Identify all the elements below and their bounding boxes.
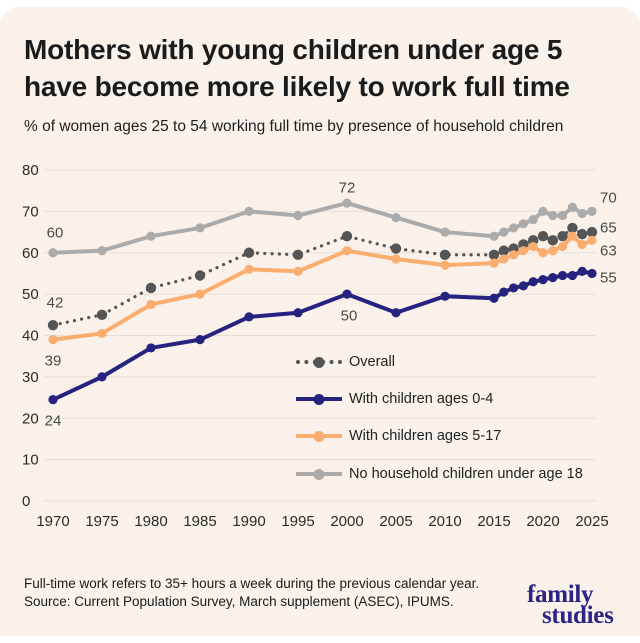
svg-text:20: 20 <box>22 410 39 427</box>
svg-text:70: 70 <box>600 190 617 207</box>
svg-text:2025: 2025 <box>575 513 608 530</box>
legend-label: With children ages 0-4 <box>349 391 494 407</box>
footnote-definition: Full-time work refers to 35+ hours a wee… <box>24 576 480 591</box>
legend-line-icon <box>296 468 342 480</box>
svg-text:70: 70 <box>22 203 39 220</box>
svg-text:2005: 2005 <box>379 513 412 530</box>
svg-text:1985: 1985 <box>183 513 216 530</box>
svg-text:60: 60 <box>47 225 64 242</box>
legend-marker-dot <box>313 430 325 442</box>
footnote-source: Source: Current Population Survey, March… <box>24 593 454 609</box>
chart-subtitle: % of women ages 25 to 54 working full ti… <box>24 118 564 135</box>
svg-text:24: 24 <box>45 413 62 430</box>
legend-dotted-line-icon <box>296 356 342 368</box>
svg-text:39: 39 <box>45 353 62 370</box>
svg-text:1980: 1980 <box>134 513 167 530</box>
svg-text:1995: 1995 <box>281 513 314 530</box>
chart-card: Mothers with young children under age 5 … <box>0 7 640 636</box>
svg-text:2020: 2020 <box>526 513 559 530</box>
svg-text:60: 60 <box>22 245 39 262</box>
svg-text:10: 10 <box>22 452 39 469</box>
legend-marker-dot <box>313 468 325 480</box>
svg-text:30: 30 <box>22 369 39 386</box>
legend-item-ages-5-17: With children ages 5-17 <box>296 425 501 447</box>
chart-canvas: 0 10 20 30 40 50 60 70 80 1970 1975 1980 1985 1990 199… <box>22 162 617 530</box>
legend-marker-dot <box>313 393 325 405</box>
svg-text:55: 55 <box>600 270 617 287</box>
svg-text:1975: 1975 <box>85 513 118 530</box>
family-studies-logo: family studies <box>527 581 614 629</box>
svg-text:65: 65 <box>600 220 617 237</box>
svg-text:0: 0 <box>22 493 30 510</box>
chart-footnote: Full-time work refers to 35+ hours a wee… <box>24 575 496 610</box>
page-title: Mothers with young children under age 5 … <box>24 34 570 102</box>
svg-text:2000: 2000 <box>330 513 363 530</box>
legend-marker-dot <box>313 356 325 368</box>
svg-text:2010: 2010 <box>428 513 461 530</box>
legend-label: With children ages 5-17 <box>349 428 502 444</box>
logo-line-studies: studies <box>542 602 614 629</box>
logo-line-family: family <box>527 581 594 608</box>
svg-text:40: 40 <box>22 328 39 345</box>
svg-text:80: 80 <box>22 162 39 179</box>
legend-line-icon <box>296 393 342 405</box>
legend-item-no-children: No household children under age 18 <box>296 463 583 485</box>
svg-text:63: 63 <box>600 243 617 260</box>
svg-text:1990: 1990 <box>232 513 265 530</box>
legend-label: Overall <box>349 354 395 370</box>
svg-text:72: 72 <box>339 180 356 197</box>
svg-text:2015: 2015 <box>477 513 510 530</box>
legend-label: No household children under age 18 <box>349 466 583 482</box>
svg-text:1970: 1970 <box>36 513 69 530</box>
svg-text:42: 42 <box>47 295 64 312</box>
legend-item-overall: Overall <box>296 351 395 373</box>
legend-item-ages-0-4: With children ages 0-4 <box>296 388 493 410</box>
legend-line-icon <box>296 430 342 442</box>
svg-text:50: 50 <box>341 308 358 325</box>
svg-text:50: 50 <box>22 286 39 303</box>
